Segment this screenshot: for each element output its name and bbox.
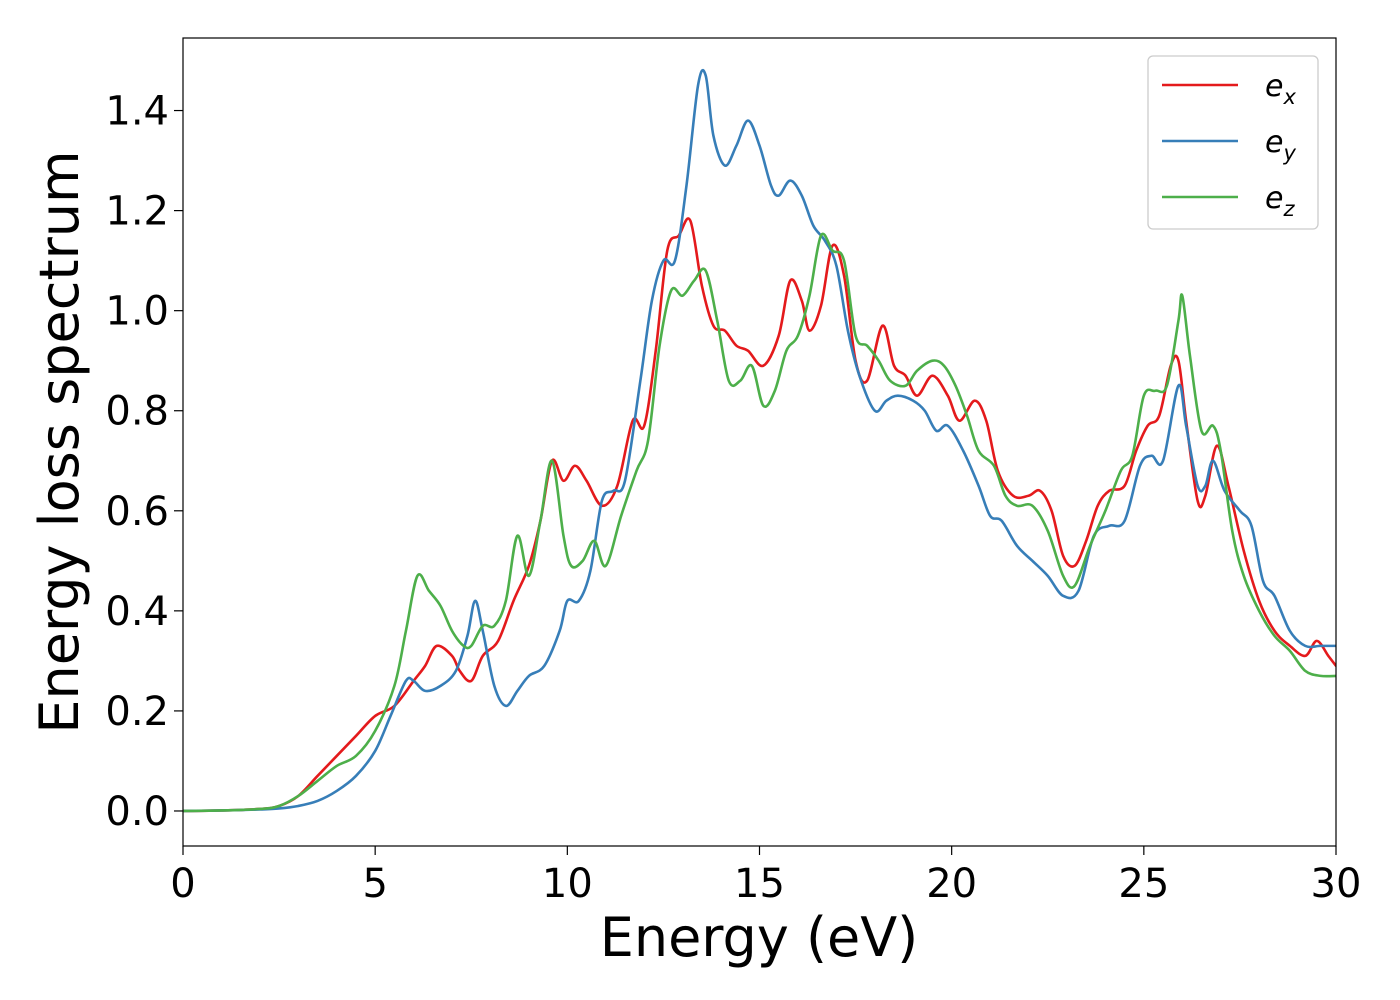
plot-area (183, 38, 1336, 846)
legend-label: ez (1265, 181, 1295, 221)
y-tick-label: 0.0 (105, 789, 169, 835)
legend-box (1147, 55, 1319, 230)
x-tick-label: 10 (542, 861, 593, 907)
y-tick-label: 0.6 (105, 489, 169, 535)
legend-label-base: e (1265, 69, 1283, 104)
y-tick-label: 1.0 (105, 289, 169, 335)
legend-label-subscript: z (1282, 197, 1295, 221)
y-tick-label: 1.4 (105, 89, 169, 135)
y-tick-label: 0.8 (105, 389, 169, 435)
y-tick-label: 0.2 (105, 689, 169, 735)
series-line-e-y (183, 68, 1336, 813)
legend-label-base: e (1265, 181, 1283, 216)
x-tick-label: 5 (362, 861, 387, 907)
x-tick-label: 20 (926, 861, 977, 907)
legend-label: ey (1265, 125, 1296, 165)
legend-label-base: e (1265, 125, 1283, 160)
x-tick-label: 25 (1118, 861, 1169, 907)
y-axis-title: Energy loss spectrum (28, 150, 91, 733)
legend-label: ex (1265, 69, 1296, 109)
x-tick-label: 30 (1311, 861, 1362, 907)
legend-label-subscript: y (1282, 141, 1296, 165)
y-axis: 0.0 0.2 0.4 0.6 0.8 1.0 1.2 1.4 (105, 89, 183, 835)
series-layer (183, 68, 1336, 813)
y-tick-label: 0.4 (105, 589, 169, 635)
series-line-e-z (183, 232, 1336, 813)
y-tick-label: 1.2 (105, 189, 169, 235)
x-axis: 0 5 10 15 20 25 30 (170, 846, 1361, 907)
x-tick-label: 15 (734, 861, 785, 907)
legend-label-subscript: x (1282, 85, 1296, 109)
x-axis-title: Energy (eV) (600, 906, 919, 969)
x-tick-label: 0 (170, 861, 195, 907)
